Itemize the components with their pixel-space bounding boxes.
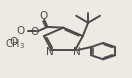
Text: N: N bbox=[46, 47, 54, 57]
Text: O: O bbox=[16, 26, 25, 36]
Text: O: O bbox=[31, 27, 39, 37]
Text: O: O bbox=[9, 37, 17, 47]
Text: N: N bbox=[74, 47, 81, 57]
Text: O: O bbox=[39, 11, 48, 21]
Text: CH$_3$: CH$_3$ bbox=[5, 38, 25, 51]
